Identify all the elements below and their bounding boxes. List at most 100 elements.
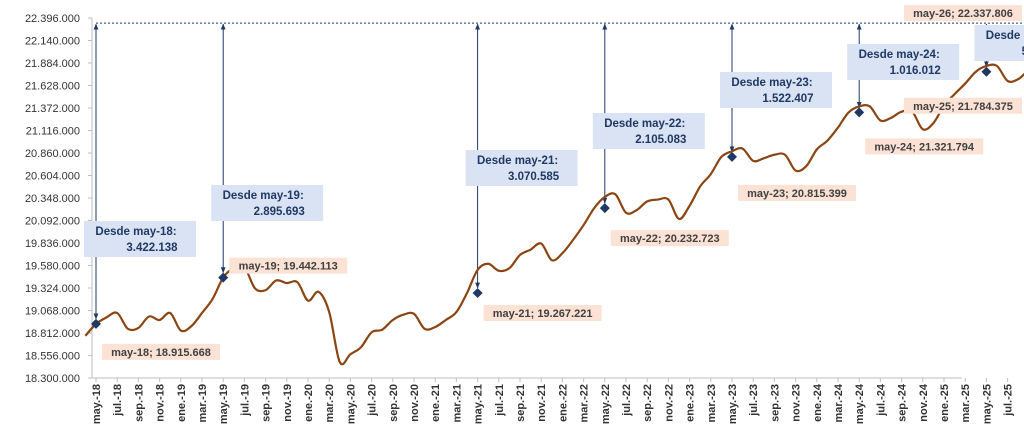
since-label-value: 2.105.083 bbox=[635, 134, 686, 146]
x-tick-label: nov.-21 bbox=[536, 384, 548, 422]
y-tick-label: 21.116.000 bbox=[26, 126, 80, 138]
x-tick-label: jul.-21 bbox=[494, 384, 506, 417]
x-tick-label: ene.-25 bbox=[939, 384, 951, 422]
x-tick-label: jul.-23 bbox=[748, 384, 760, 417]
x-tick-label: nov.-20 bbox=[409, 384, 421, 422]
x-tick-label: may.-20 bbox=[345, 384, 357, 424]
markers-layer bbox=[91, 66, 992, 329]
point-label-box bbox=[738, 184, 856, 201]
since-label-value: 2.895.693 bbox=[254, 206, 305, 218]
point-label: may-19; 19.442.113 bbox=[239, 261, 338, 273]
x-tick-label: may.-18 bbox=[91, 384, 103, 424]
y-tick-label: 18.300.000 bbox=[25, 373, 80, 385]
point-marker bbox=[981, 66, 992, 77]
point-label-box bbox=[483, 304, 602, 321]
y-tick-label: 19.580.000 bbox=[25, 261, 80, 273]
point-label-box bbox=[102, 343, 220, 360]
series-layer bbox=[84, 63, 1024, 366]
y-tick-label: 19.324.000 bbox=[25, 283, 80, 295]
point-label: may-26; 22.337.806 bbox=[913, 8, 1013, 20]
point-label-box bbox=[865, 138, 984, 155]
since-label-value: 553.431 bbox=[1022, 46, 1024, 58]
since-label-title: Desde may-21: bbox=[477, 155, 558, 167]
point-marker bbox=[218, 272, 229, 283]
point-marker bbox=[727, 151, 737, 162]
x-tick-label: jul.-19 bbox=[239, 384, 251, 417]
point-label: may-22; 20.232.723 bbox=[620, 233, 720, 245]
y-tick-label: 21.372.000 bbox=[25, 103, 80, 115]
point-marker bbox=[599, 203, 610, 214]
x-tick-label: may.-21 bbox=[473, 384, 485, 424]
x-tick-label: nov.-24 bbox=[918, 383, 930, 422]
since-label-box bbox=[465, 150, 578, 186]
y-tick-label: 20.604.000 bbox=[25, 171, 80, 183]
y-axis: 18.300.000 18.556.000 18.812.000 19.068.000… bbox=[25, 13, 93, 385]
point-label: may-21; 19.267.221 bbox=[493, 308, 593, 320]
since-label-value: 1.016.012 bbox=[890, 65, 941, 77]
x-tick-label: mar.-21 bbox=[451, 384, 463, 423]
x-tick-label: nov.-19 bbox=[282, 384, 294, 422]
x-tick-label: may.-19 bbox=[218, 384, 230, 424]
point-marker bbox=[854, 107, 865, 118]
x-tick-label: may.-23 bbox=[727, 384, 739, 424]
since-label-box bbox=[847, 44, 960, 80]
point-label: may-24; 21.321.794 bbox=[874, 141, 975, 153]
x-tick-label: sep.-24 bbox=[897, 383, 909, 422]
since-label-title: Desde may-18: bbox=[95, 226, 176, 238]
since-label-title: Desde may-19: bbox=[223, 190, 304, 202]
labels-layer: may-18; 18.915.668 may-19; 19.442.113 may-… bbox=[84, 5, 1024, 360]
x-tick-label: mar.-20 bbox=[324, 384, 336, 423]
x-tick-label: may.-24 bbox=[854, 383, 866, 424]
x-tick-label: ene.-20 bbox=[303, 384, 315, 422]
x-tick-label: may.-22 bbox=[600, 384, 612, 424]
y-tick-label: 20.092.000 bbox=[25, 216, 80, 228]
series-line-0 bbox=[84, 63, 1024, 366]
x-tick-label: jul.-20 bbox=[367, 384, 379, 417]
y-tick-label: 21.884.000 bbox=[25, 58, 80, 70]
x-tick-label: jul.-18 bbox=[112, 384, 124, 417]
x-tick-label: jul.-24 bbox=[875, 383, 887, 417]
since-label-box bbox=[84, 221, 196, 257]
x-tick-label: sep.-21 bbox=[515, 384, 527, 422]
x-tick-label: sep.-18 bbox=[133, 384, 145, 422]
x-tick-label: jul.-22 bbox=[621, 384, 633, 417]
y-tick-label: 18.556.000 bbox=[25, 351, 80, 363]
since-label-title: Desde may-25: bbox=[986, 30, 1024, 42]
point-label: may-18; 18.915.668 bbox=[111, 347, 211, 359]
x-tick-label: mar.-25 bbox=[960, 384, 972, 423]
x-tick-label: jul.-25 bbox=[1003, 384, 1015, 417]
x-tick-label: nov.-22 bbox=[663, 384, 675, 422]
x-tick-label: sep.-22 bbox=[642, 384, 654, 422]
point-label-box bbox=[610, 230, 729, 247]
x-tick-label: may.-25 bbox=[981, 384, 993, 424]
x-tick-label: ene.-24 bbox=[812, 383, 824, 422]
point-label: may-25; 21.784.375 bbox=[913, 101, 1013, 113]
y-tick-label: 21.628.000 bbox=[25, 81, 80, 93]
since-label-box bbox=[720, 72, 832, 108]
x-tick-label: mar.-24 bbox=[833, 383, 845, 422]
x-tick-label: nov.-23 bbox=[791, 384, 803, 422]
since-label-title: Desde may-23: bbox=[731, 77, 812, 89]
x-tick-label: ene.-23 bbox=[685, 384, 697, 422]
since-label-box bbox=[211, 185, 324, 221]
y-tick-label: 22.396.000 bbox=[25, 13, 80, 25]
x-tick-label: sep.-19 bbox=[261, 384, 273, 422]
since-label-value: 1.522.407 bbox=[762, 93, 813, 105]
y-tick-label: 19.068.000 bbox=[25, 306, 80, 318]
x-tick-label: mar.-19 bbox=[197, 384, 209, 423]
point-label-box bbox=[904, 97, 1022, 114]
x-tick-label: mar.-22 bbox=[579, 384, 591, 423]
since-label-value: 3.422.138 bbox=[126, 242, 178, 254]
x-tick-label: ene.-21 bbox=[430, 384, 442, 422]
since-label-box bbox=[592, 113, 705, 149]
since-label-value: 3.070.585 bbox=[508, 171, 560, 183]
point-label: may-23; 20.815.399 bbox=[747, 188, 847, 200]
point-label-box bbox=[904, 5, 1022, 22]
since-label-box bbox=[974, 25, 1024, 61]
y-tick-label: 22.140.000 bbox=[25, 36, 80, 48]
x-tick-label: nov.-18 bbox=[155, 384, 167, 422]
x-tick-label: sep.-20 bbox=[388, 384, 400, 422]
y-tick-label: 19.836.000 bbox=[25, 238, 80, 250]
point-marker bbox=[472, 287, 483, 298]
